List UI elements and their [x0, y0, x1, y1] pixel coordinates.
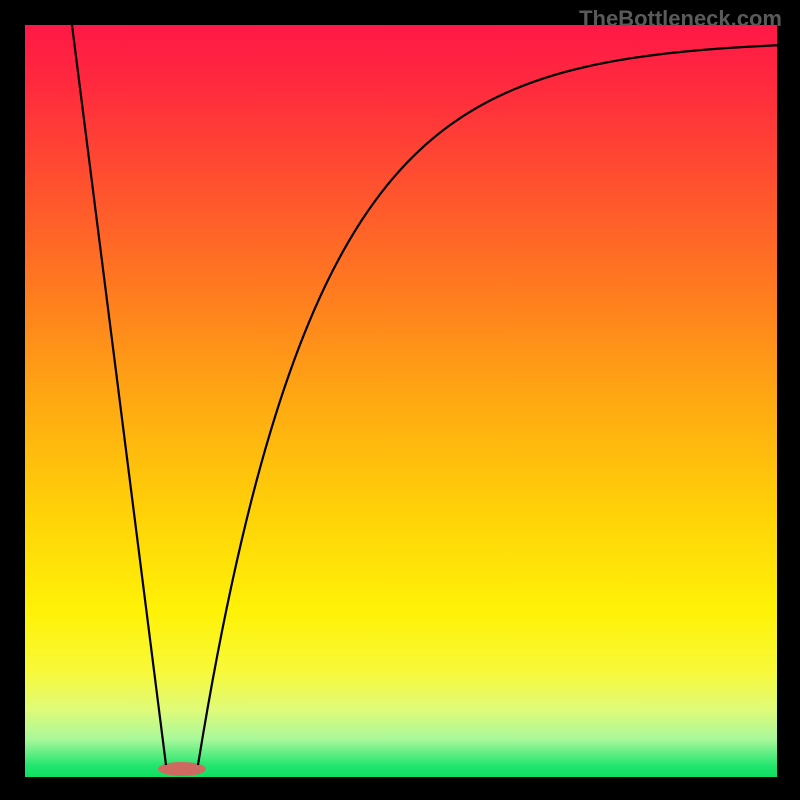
watermark-text: TheBottleneck.com [579, 6, 782, 32]
chart-container: TheBottleneck.com [0, 0, 800, 800]
chart-svg [25, 25, 777, 777]
plot-area [25, 25, 777, 777]
gradient-background [25, 25, 777, 777]
